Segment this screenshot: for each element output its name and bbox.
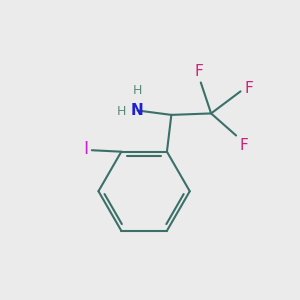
Text: H: H: [133, 84, 142, 97]
Text: F: F: [244, 81, 253, 96]
Text: I: I: [84, 140, 89, 158]
Text: F: F: [239, 138, 248, 153]
Text: F: F: [195, 64, 204, 79]
Text: N: N: [131, 103, 144, 118]
Text: H: H: [117, 105, 126, 119]
